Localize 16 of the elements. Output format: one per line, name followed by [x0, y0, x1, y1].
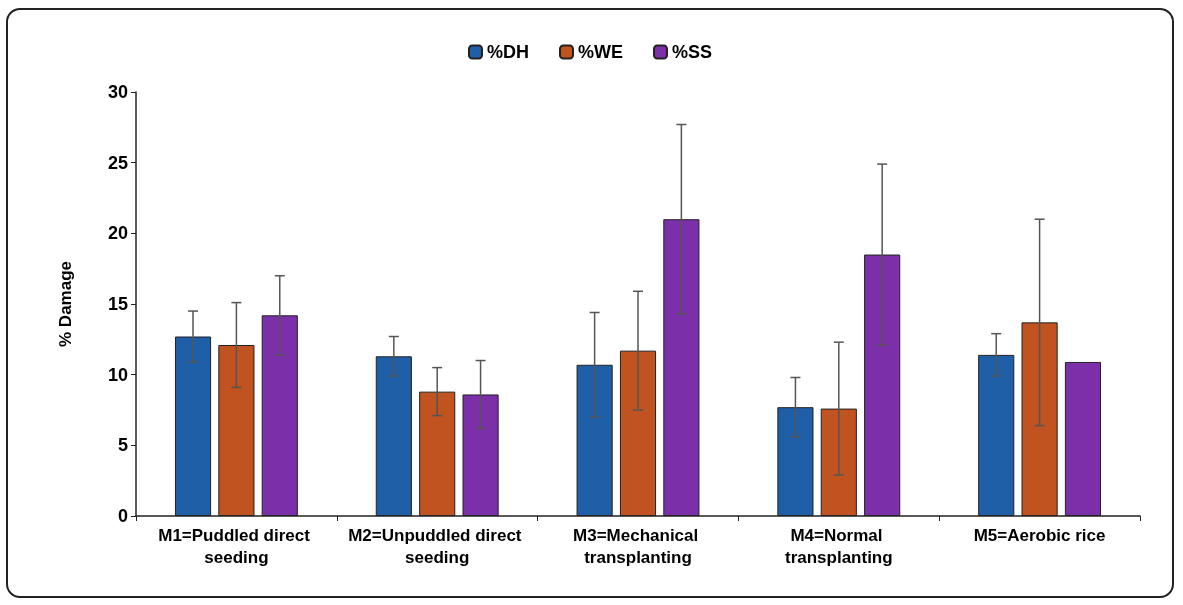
x-tick-label: M5=Aerobic rice — [973, 525, 1106, 545]
x-tick-label: M2=Unpuddled direct seeding — [348, 525, 527, 567]
legend-label: %SS — [671, 42, 713, 62]
y-tick-label: 30 — [107, 82, 128, 102]
y-tick-label: 0 — [117, 506, 128, 526]
legend-label: %WE — [577, 42, 623, 62]
x-tick-label: M3=Mechanical transplanting — [573, 525, 703, 567]
y-tick-label: 10 — [107, 364, 128, 385]
x-tick-label: M4=Normal transplanting — [784, 525, 893, 567]
y-axis-title: % Damage — [56, 261, 75, 347]
legend-label: %DH — [486, 42, 530, 62]
y-tick-label: 5 — [117, 435, 128, 456]
y-tick-label: 25 — [107, 152, 128, 173]
y-tick-label: 15 — [107, 294, 128, 314]
x-tick-label: M1=Puddled direct seeding — [158, 525, 315, 567]
y-tick-label: 20 — [107, 223, 128, 244]
